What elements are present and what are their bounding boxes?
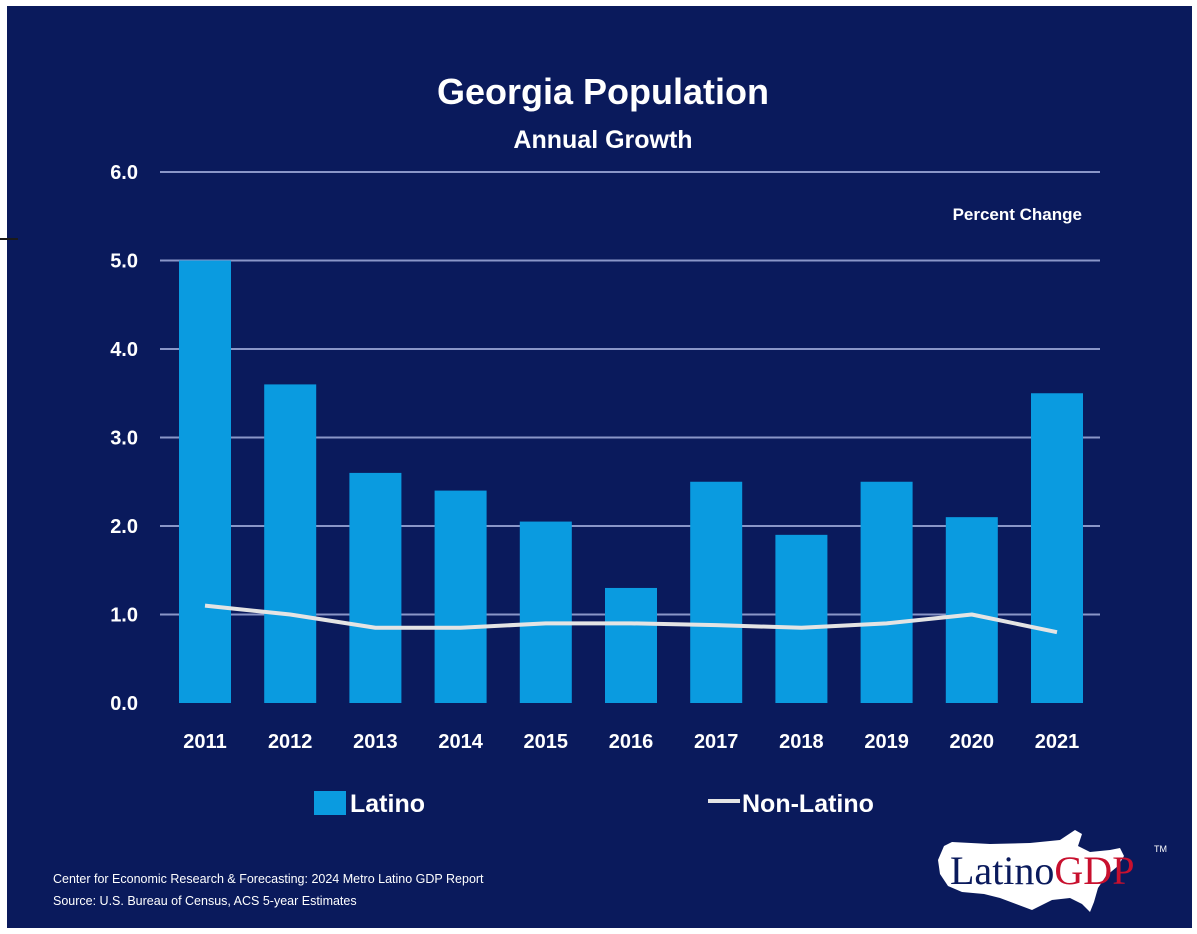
bar-latino (349, 472, 402, 703)
edge-line (0, 238, 18, 240)
bar-latino (605, 587, 657, 703)
bar-latino (1031, 393, 1083, 703)
y-tick-label: 6.0 (110, 162, 138, 184)
latinogdp-logo: LatinoGDP TM (938, 830, 1167, 912)
chart-title: Georgia Population (437, 71, 769, 112)
x-tick-label: 2013 (353, 731, 398, 753)
logo-trademark: TM (1154, 844, 1167, 854)
x-tick-label: 2020 (950, 731, 995, 753)
legend-label-non-latino: Non-Latino (742, 790, 874, 818)
latino-bars (179, 260, 1083, 703)
x-tick-label: 2018 (779, 731, 824, 753)
x-tick-label: 2015 (524, 731, 569, 753)
legend: Latino Non-Latino (314, 790, 874, 818)
logo-gdp-text: GDP (1054, 848, 1134, 893)
legend-swatch-non-latino (708, 799, 740, 803)
logo-latino-text: Latino (950, 848, 1054, 893)
bar-latino (945, 517, 998, 703)
svg-text:LatinoGDP: LatinoGDP (950, 848, 1134, 893)
legend-label-latino: Latino (350, 790, 425, 818)
x-tick-label: 2012 (268, 731, 313, 753)
y-tick-label: 5.0 (110, 251, 138, 273)
non-latino-line (204, 603, 1058, 635)
x-tick-label: 2019 (864, 731, 909, 753)
x-tick-label: 2017 (694, 731, 739, 753)
x-tick-label: 2016 (609, 731, 654, 753)
x-tick-label: 2011 (183, 731, 226, 753)
y-tick-label: 1.0 (110, 605, 138, 627)
bar-latino (519, 521, 572, 703)
legend-swatch-latino (314, 791, 346, 815)
bar-latino (860, 481, 913, 703)
y-tick-label: 4.0 (110, 339, 138, 361)
x-tick-label: 2014 (438, 731, 483, 753)
bar-latino (179, 260, 231, 703)
bar-latino (434, 490, 487, 703)
footer-report: Center for Economic Research & Forecasti… (53, 872, 484, 886)
chart-subtitle: Annual Growth (513, 126, 692, 154)
y-tick-label: 3.0 (110, 428, 138, 450)
us-map-icon (938, 830, 1124, 912)
bar-latino (690, 481, 743, 703)
line-non-latino (204, 603, 1058, 635)
bar-latino (775, 534, 828, 703)
footer-source: Source: U.S. Bureau of Census, ACS 5-yea… (53, 894, 357, 908)
y-axis-ticks: 0.0 1.0 2.0 3.0 4.0 5.0 6.0 (110, 162, 138, 715)
y-tick-label: 2.0 (110, 516, 138, 538)
x-tick-label: 2021 (1035, 731, 1080, 753)
y-tick-label: 0.0 (110, 693, 138, 715)
unit-label: Percent Change (953, 205, 1082, 224)
bar-latino (264, 384, 317, 703)
x-axis-ticks: 2011 2012 2013 2014 2015 2016 2017 2018 2019 2020… (183, 731, 1079, 753)
